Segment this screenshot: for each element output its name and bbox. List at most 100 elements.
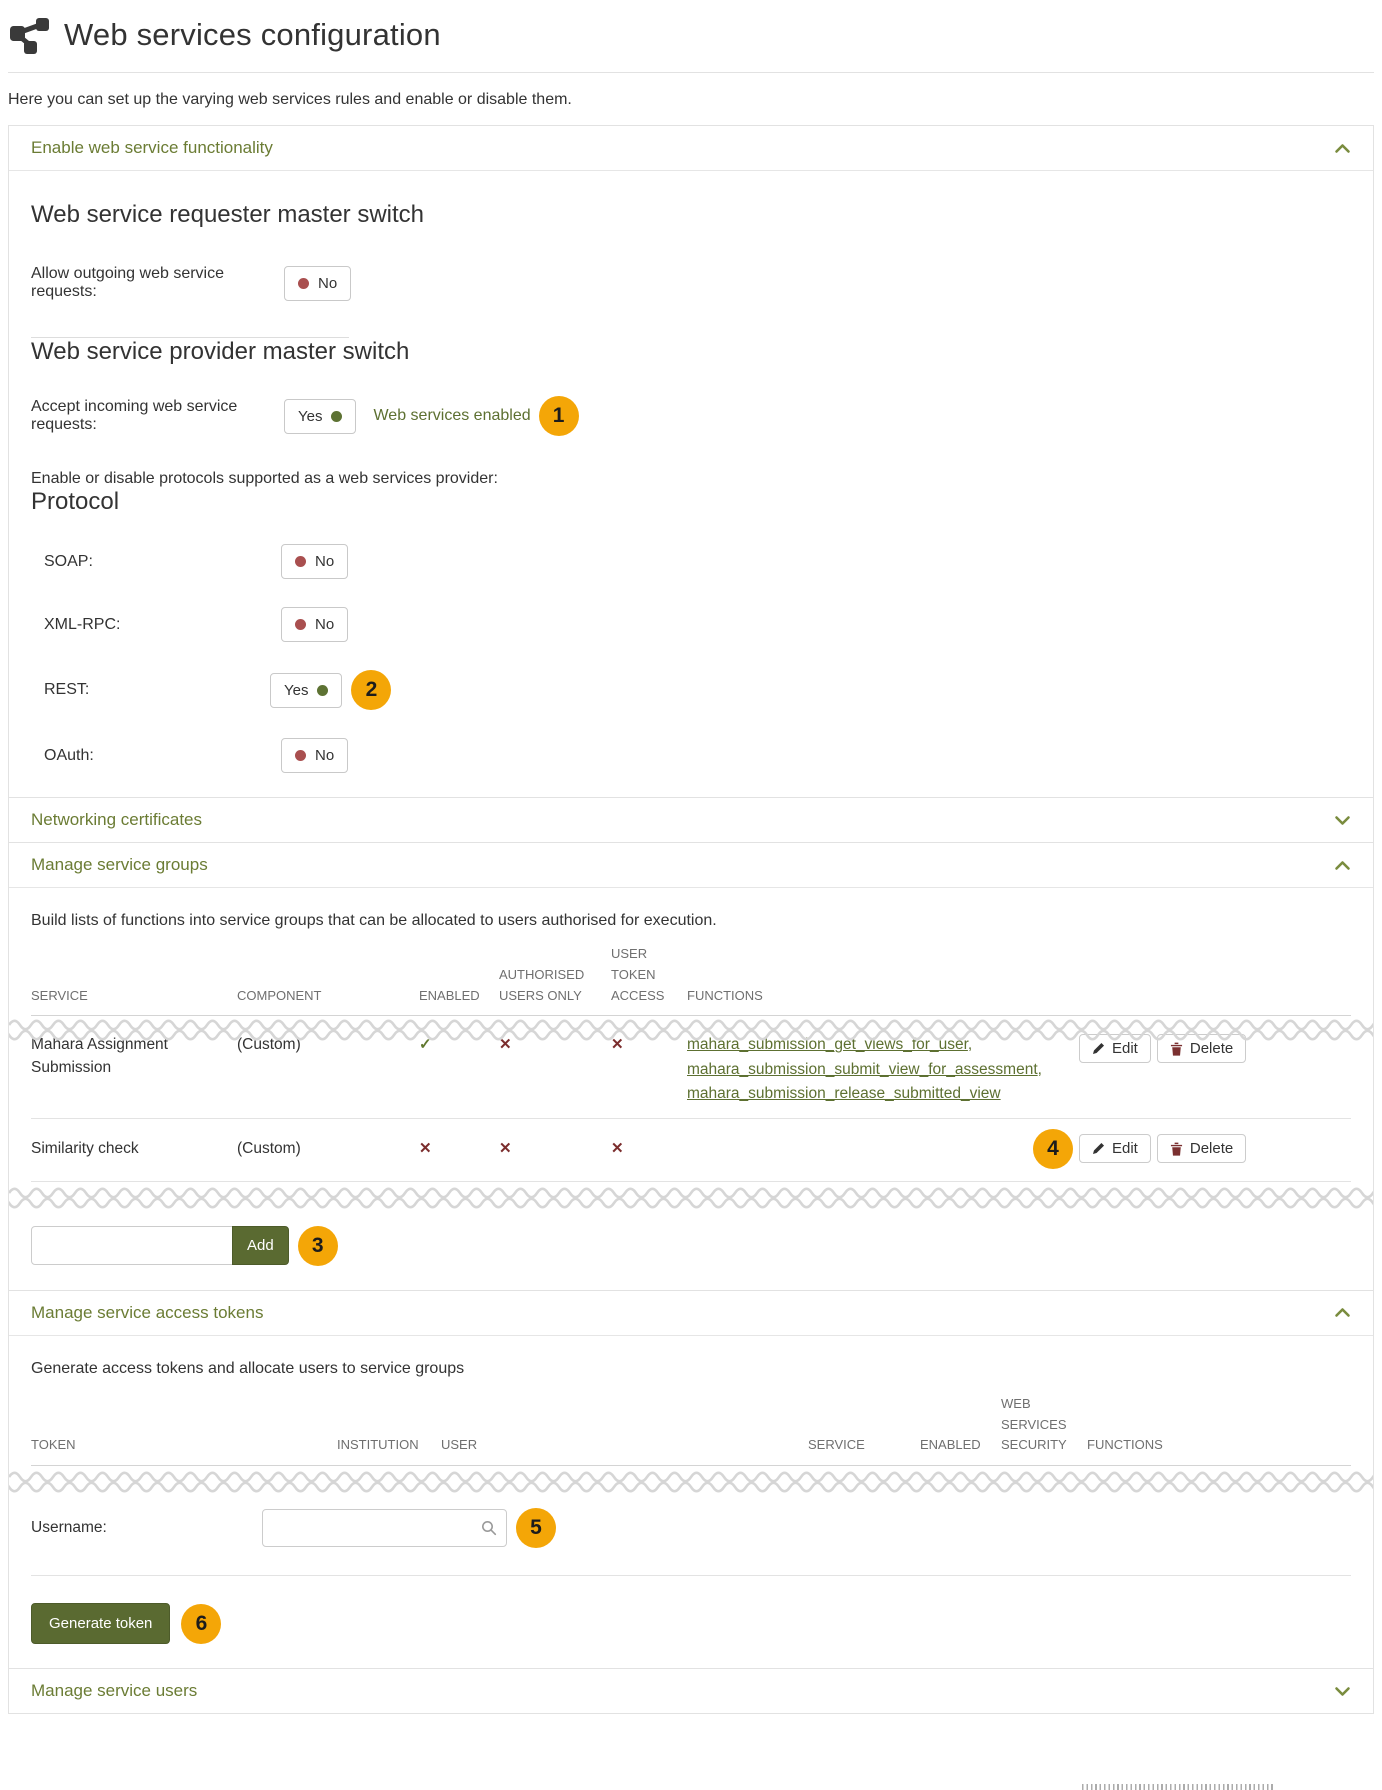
outgoing-requests-label: Allow outgoing web service requests: — [31, 265, 224, 300]
col-service: SERVICE — [808, 1437, 865, 1453]
toggle-value: No — [318, 274, 338, 292]
function-link[interactable]: mahara_submission_get_views_for_user — [687, 1036, 968, 1054]
section-divider — [31, 337, 349, 338]
username-row: Username: 5 — [31, 1508, 1351, 1549]
add-button[interactable]: Add — [232, 1226, 289, 1266]
rest-toggle[interactable]: Yes — [270, 672, 343, 708]
cutoff-text-fragment — [1082, 1784, 1274, 1790]
callout-badge-5: 5 — [516, 1508, 556, 1549]
toggle-value: No — [315, 616, 335, 633]
provider-master-switch-heading: Web service provider master switch — [31, 338, 410, 365]
callout-badge-2: 2 — [351, 670, 392, 710]
panel-title: Manage service groups — [31, 855, 208, 874]
col-component: COMPONENT — [237, 987, 322, 1003]
username-label: Username: — [31, 1519, 107, 1537]
incoming-requests-label: Accept incoming web service requests: — [31, 398, 238, 433]
add-service-group-form: Add 3 — [31, 1225, 1351, 1266]
toggle-off-dot-icon — [295, 750, 306, 761]
page-title: Web services configuration — [64, 17, 441, 52]
callout-badge-6: 6 — [181, 1603, 222, 1644]
tokens-description: Generate access tokens and allocate user… — [31, 1359, 465, 1377]
requester-master-switch-heading: Web service requester master switch — [31, 201, 425, 228]
col-functions: FUNCTIONS — [687, 987, 763, 1003]
function-link[interactable]: mahara_submission_release_submitted_view — [687, 1085, 1001, 1103]
protocol-row-oauth: OAuth: No — [31, 738, 1351, 773]
username-input[interactable] — [262, 1509, 507, 1548]
col-enabled: ENABLED — [419, 987, 480, 1003]
generate-token-button[interactable]: Generate token — [31, 1603, 171, 1645]
torn-content-separator — [9, 1186, 1373, 1210]
edit-button[interactable]: Edit — [1079, 1134, 1151, 1164]
panel-title: Networking certificates — [31, 810, 203, 829]
col-web-services-security: WEB SERVICES SECURITY — [1001, 1395, 1067, 1453]
pencil-icon — [1092, 1143, 1105, 1155]
delete-button[interactable]: Delete — [1156, 1034, 1247, 1064]
col-user: USER — [441, 1437, 478, 1453]
panel-manage-service-groups: Manage service groups Build lists of fun… — [8, 842, 1374, 1291]
new-service-group-input[interactable] — [31, 1226, 233, 1266]
soap-label: SOAP: — [44, 552, 93, 570]
col-authorised-users-only: AUTHORISED USERS ONLY — [499, 966, 585, 1003]
authorised-cross-icon: ✕ — [499, 1036, 512, 1054]
panel-body-enable: Web service requester master switch Allo… — [9, 170, 1373, 797]
chevron-up-icon — [1334, 860, 1351, 871]
service-groups-table: SERVICE COMPONENT ENABLED AUTHORISED USE… — [9, 944, 1373, 1210]
protocol-row-xmlrpc: XML-RPC: No — [31, 607, 1351, 642]
page-header: Web services configuration — [8, 0, 1374, 73]
col-user-token-access: USER TOKEN ACCESS — [611, 946, 665, 1003]
xmlrpc-toggle[interactable]: No — [281, 607, 349, 642]
webservices-network-icon — [8, 14, 52, 56]
table-row-mahara-assignment-submission: Mahara Assignment Submission (Custom) ✓ … — [31, 1024, 1351, 1119]
username-search-field — [262, 1509, 507, 1548]
service-name: Mahara Assignment Submission — [31, 1036, 168, 1076]
table-row-similarity-check: Similarity check (Custom) ✕ ✕ ✕ 4 Edit — [31, 1119, 1351, 1182]
col-institution: INSTITUTION — [337, 1437, 419, 1453]
panel-title: Manage service users — [31, 1681, 198, 1701]
panel-header-manage-service-groups[interactable]: Manage service groups — [9, 843, 1373, 887]
function-link[interactable]: mahara_submission_submit_view_for_assess… — [687, 1060, 1038, 1078]
panel-enable-web-service-functionality: Enable web service functionality Web ser… — [8, 125, 1374, 798]
chevron-up-icon — [1334, 143, 1351, 154]
toggle-on-dot-icon — [317, 684, 329, 696]
torn-content-separator — [9, 1470, 1373, 1494]
web-services-enabled-link[interactable]: Web services enabled — [373, 407, 531, 424]
panel-header-manage-service-users[interactable]: Manage service users — [9, 1669, 1373, 1714]
panel-body-manage-service-groups: Build lists of functions into service gr… — [9, 887, 1373, 1290]
toggle-value: Yes — [298, 407, 323, 425]
toggle-off-dot-icon — [295, 619, 306, 630]
toggle-value: No — [315, 747, 335, 764]
protocols-intro: Enable or disable protocols supported as… — [31, 470, 498, 487]
panel-header-manage-service-access-tokens[interactable]: Manage service access tokens — [9, 1290, 1373, 1335]
soap-toggle[interactable]: No — [281, 544, 349, 579]
generate-token-row: Generate token 6 — [31, 1603, 1351, 1645]
toggle-off-dot-icon — [295, 556, 306, 567]
edit-button[interactable]: Edit — [1079, 1034, 1151, 1064]
service-groups-description: Build lists of functions into service gr… — [31, 912, 717, 929]
panel-manage-service-users: Manage service users — [8, 1668, 1374, 1715]
page-intro: Here you can set up the varying web serv… — [8, 91, 572, 108]
delete-button[interactable]: Delete — [1156, 1134, 1247, 1164]
enabled-cross-icon: ✕ — [419, 1139, 432, 1157]
panel-header-networking-certificates[interactable]: Networking certificates — [9, 798, 1373, 842]
toggle-value: No — [315, 553, 335, 570]
outgoing-requests-toggle[interactable]: No — [284, 265, 352, 301]
panel-title: Manage service access tokens — [31, 1302, 264, 1322]
trash-icon — [1170, 1142, 1182, 1156]
callout-badge-3: 3 — [297, 1225, 338, 1266]
trash-icon — [1170, 1042, 1182, 1056]
oauth-toggle[interactable]: No — [281, 738, 349, 773]
service-groups-table-header: SERVICE COMPONENT ENABLED AUTHORISED USE… — [31, 944, 1351, 1017]
incoming-requests-toggle[interactable]: Yes — [284, 398, 357, 434]
row-actions: Edit Delete — [1079, 1034, 1351, 1064]
chevron-up-icon — [1334, 1307, 1351, 1318]
rest-label: REST: — [44, 681, 90, 698]
panel-networking-certificates: Networking certificates — [8, 797, 1374, 843]
protocol-row-soap: SOAP: No — [31, 544, 1351, 579]
access-tokens-table: TOKEN INSTITUTION USER SERVICE ENABLED W… — [9, 1394, 1373, 1494]
component-name: (Custom) — [237, 1139, 301, 1157]
incoming-requests-row: Accept incoming web service requests: Ye… — [31, 396, 1351, 436]
chevron-down-icon — [1334, 815, 1351, 826]
panel-header-enable-web-service-functionality[interactable]: Enable web service functionality — [9, 126, 1373, 170]
panel-manage-service-access-tokens: Manage service access tokens Generate ac… — [8, 1289, 1374, 1670]
toggle-value: Yes — [284, 681, 309, 699]
